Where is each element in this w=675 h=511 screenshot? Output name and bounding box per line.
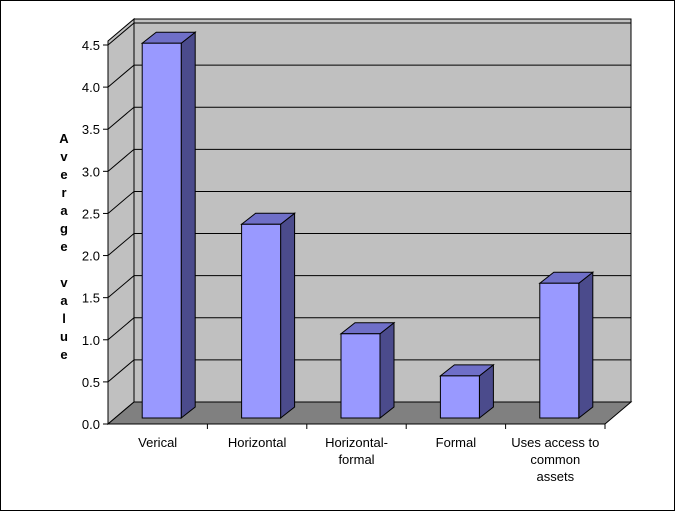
y-axis-title-letter: e <box>60 239 67 254</box>
y-axis-title-letter: a <box>60 203 68 218</box>
y-axis-title-letter: u <box>60 329 68 344</box>
y-tick-label: 2.0 <box>82 249 100 264</box>
y-tick-label: 0.0 <box>82 417 100 432</box>
bar <box>538 271 595 420</box>
x-tick-label: common <box>530 452 580 467</box>
y-tick-label: 3.0 <box>82 164 100 179</box>
y-axis-title-letter: e <box>60 347 67 362</box>
x-tick-label: Horizontal- <box>325 435 388 450</box>
bar-side <box>280 212 296 420</box>
x-tick-label: Formal <box>436 435 477 450</box>
gridline <box>107 275 631 299</box>
bar-front <box>439 375 480 419</box>
bar <box>140 31 197 420</box>
y-tick-label: 0.5 <box>82 375 100 390</box>
gridline <box>107 317 631 341</box>
bar-side <box>578 271 594 420</box>
y-axis-title-letter: g <box>60 221 68 236</box>
gridline <box>107 148 631 172</box>
axes <box>107 41 606 429</box>
y-axis-title-letter: e <box>60 167 67 182</box>
bar-front <box>141 42 182 419</box>
x-tick-label: formal <box>338 452 374 467</box>
gridline <box>107 22 631 46</box>
y-tick-label: 1.5 <box>82 291 100 306</box>
x-tick-label: assets <box>537 469 575 484</box>
tick-labels: 0.0 0.5 1.0 1.5 2.0 2.5 3.0 3.5 4.0 4.5 Verical Hor… <box>82 38 599 484</box>
bar <box>339 321 396 420</box>
gridline <box>107 233 631 256</box>
gridline <box>107 359 631 383</box>
bar <box>240 212 297 420</box>
y-tick-label: 4.5 <box>82 38 100 53</box>
y-axis-title-letter: l <box>62 311 66 326</box>
x-tick-label: Verical <box>138 435 177 450</box>
y-axis-title-letter: v <box>60 275 68 290</box>
gridline <box>107 106 631 130</box>
y-tick-label: 3.5 <box>82 122 100 137</box>
bar-front <box>241 223 282 419</box>
y-tick-label: 4.0 <box>82 80 100 95</box>
y-axis-title-letter: v <box>60 149 68 164</box>
y-tick-label: 2.5 <box>82 206 100 221</box>
bars <box>140 31 595 420</box>
y-axis-title-letter: a <box>60 293 68 308</box>
bar-side <box>180 31 196 420</box>
gridlines <box>103 22 631 425</box>
gridline <box>107 64 631 88</box>
bar-front <box>340 333 381 419</box>
x-tick-label: Horizontal <box>228 435 287 450</box>
bar-side <box>379 321 395 420</box>
x-tick-label: Uses access to <box>511 435 599 450</box>
bar <box>438 363 495 420</box>
gridline <box>107 190 631 214</box>
y-axis-title-letter: A <box>59 131 69 146</box>
bar-front <box>539 282 580 419</box>
y-tick-label: 1.0 <box>82 333 100 348</box>
y-axis-title-letter: r <box>61 185 66 200</box>
